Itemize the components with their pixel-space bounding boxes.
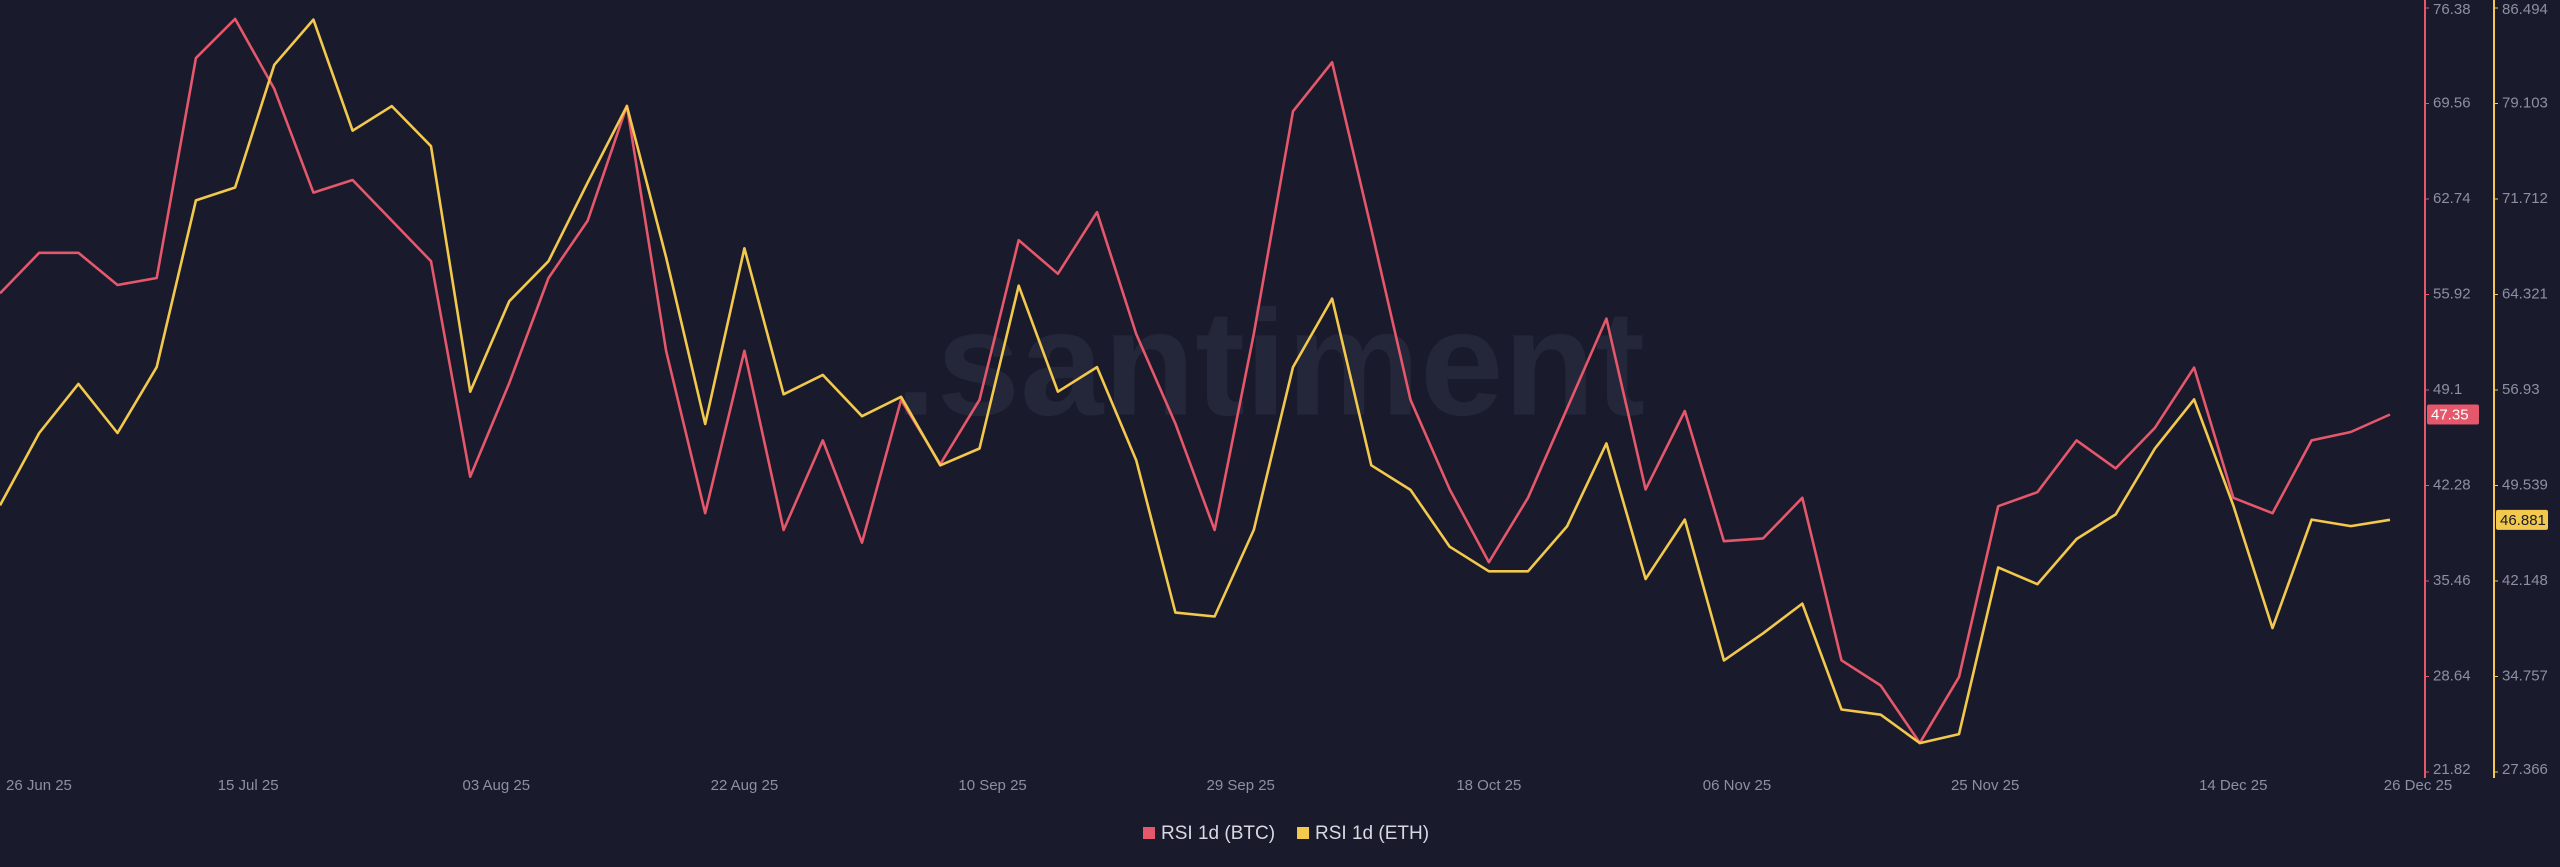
y-tick-label: 21.82 — [2433, 761, 2471, 778]
y-tick-label: 42.148 — [2502, 572, 2548, 589]
y-tick-label: 86.494 — [2502, 1, 2548, 18]
y-tick-label: 56.93 — [2502, 381, 2540, 398]
last-value-label: 46.881 — [2500, 512, 2546, 529]
last-value-label: 47.35 — [2431, 406, 2469, 423]
x-tick-label: 06 Nov 25 — [1703, 777, 1771, 794]
y-tick-label: 42.28 — [2433, 476, 2471, 493]
x-tick-label: 25 Nov 25 — [1951, 777, 2019, 794]
y-tick-label: 71.712 — [2502, 190, 2548, 207]
series-line — [0, 17, 2391, 745]
x-tick-label: 15 Jul 25 — [218, 777, 279, 794]
legend-swatch — [1143, 827, 1155, 839]
x-tick-label: 10 Sep 25 — [958, 777, 1026, 794]
y-tick-label: 64.321 — [2502, 285, 2548, 302]
x-tick-label: 26 Jun 25 — [6, 777, 72, 794]
x-tick-label: 22 Aug 25 — [711, 777, 779, 794]
series-line — [0, 18, 2391, 745]
y-tick-label: 35.46 — [2433, 572, 2471, 589]
x-tick-label: 18 Oct 25 — [1456, 777, 1521, 794]
legend-label: RSI 1d (BTC) — [1161, 823, 1275, 844]
y-tick-label: 76.38 — [2433, 1, 2471, 18]
y-tick-label: 49.1 — [2433, 381, 2462, 398]
y-tick-label: 62.74 — [2433, 190, 2471, 207]
y-tick-label: 69.56 — [2433, 94, 2471, 111]
y-tick-label: 79.103 — [2502, 94, 2548, 111]
y-tick-label: 27.366 — [2502, 761, 2548, 778]
watermark: .santiment — [895, 279, 1645, 447]
last-value-badge — [2427, 404, 2479, 425]
y-tick-label: 49.539 — [2502, 476, 2548, 493]
y-tick-label: 55.92 — [2433, 285, 2471, 302]
x-tick-label: 29 Sep 25 — [1207, 777, 1275, 794]
y-tick-label: 34.757 — [2502, 667, 2548, 684]
x-tick-label: 26 Dec 25 — [2384, 777, 2452, 794]
x-tick-label: 14 Dec 25 — [2199, 777, 2267, 794]
y-tick-label: 28.64 — [2433, 667, 2471, 684]
x-tick-label: 03 Aug 25 — [462, 777, 530, 794]
last-value-badge — [2496, 509, 2548, 530]
legend-swatch — [1297, 827, 1310, 839]
legend-label: RSI 1d (ETH) — [1315, 823, 1429, 844]
